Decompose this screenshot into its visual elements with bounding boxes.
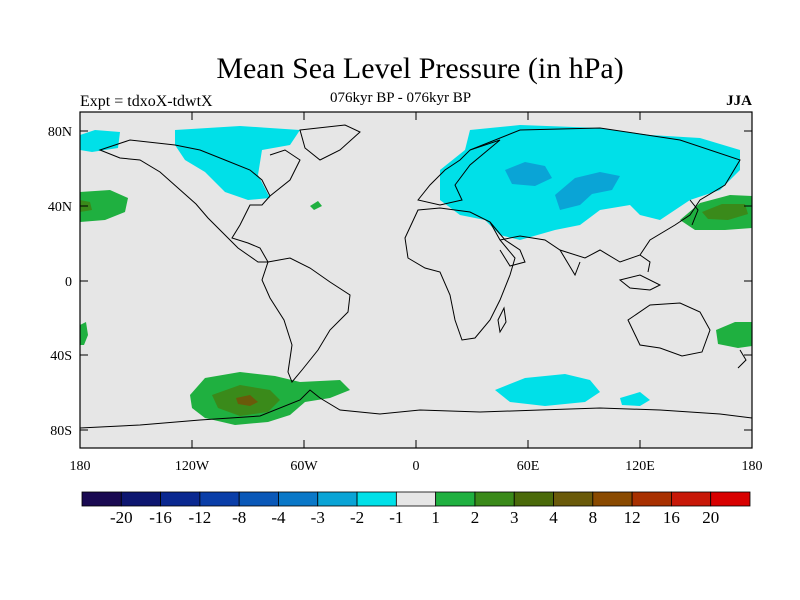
ytick-label: 80S: [50, 424, 72, 439]
colorbar-swatch: [474, 491, 515, 507]
tick-marks: [79, 112, 753, 448]
colorbar-swatch: [553, 491, 594, 507]
southern-ocean-small-low: [620, 392, 650, 406]
chart-title: Mean Sea Level Pressure (in hPa): [216, 52, 624, 85]
x-axis-labels: 180 120W 60W 0 60E 120E 180: [70, 459, 763, 474]
period-subtitle: 076kyr BP - 076kyr BP: [330, 90, 472, 106]
colorbar-swatch: [199, 491, 240, 507]
ytick-label: 40S: [50, 349, 72, 364]
colorbar-tick-label: 1: [431, 508, 440, 527]
colorbar-tick-label: 20: [702, 508, 719, 527]
colorbar-labels: -20 -16 -12 -8 -4 -3 -2 -1 1 2 3 4 8 12 16 20: [110, 508, 719, 527]
colorbar-swatch: [238, 491, 279, 507]
xtick-label: 180: [742, 459, 763, 474]
colorbar-swatch: [120, 491, 161, 507]
south-indian-low: [495, 374, 600, 406]
colorbar-tick-label: -12: [189, 508, 212, 527]
north-pacific-high-core-east: [702, 204, 748, 220]
colorbar-tick-label: 12: [624, 508, 641, 527]
colorbar-swatch: [592, 491, 633, 507]
colorbar-tick-label: -2: [350, 508, 364, 527]
colorbar-tick-label: 2: [471, 508, 480, 527]
south-pacific-high-west: [80, 322, 88, 345]
colorbar-tick-label: -16: [149, 508, 172, 527]
colorbar-tick-label: 3: [510, 508, 519, 527]
xtick-label: 0: [413, 459, 420, 474]
xtick-label: 60E: [517, 459, 540, 474]
north-pacific-high-west: [80, 190, 128, 222]
colorbar-swatch: [395, 491, 437, 507]
colorbar-swatch: [671, 491, 712, 507]
coastlines: [80, 124, 752, 429]
colorbar-swatch: [160, 491, 201, 507]
colorbar-tick-label: 8: [589, 508, 598, 527]
colorbar-tick-label: -1: [389, 508, 403, 527]
colorbar-swatch: [513, 491, 554, 507]
xtick-label: 60W: [290, 459, 318, 474]
colorbar-tick-label: 4: [549, 508, 558, 527]
y-axis-labels: 80N 40N 0 40S 80S: [48, 125, 72, 439]
colorbar-swatch: [278, 491, 319, 507]
colorbar-tick-label: -8: [232, 508, 246, 527]
xtick-label: 120E: [625, 459, 655, 474]
xtick-label: 180: [70, 459, 91, 474]
xtick-label: 120W: [175, 459, 210, 474]
ytick-label: 0: [65, 275, 72, 290]
siberia-low-core: [505, 162, 552, 186]
north-america-low: [175, 126, 300, 200]
colorbar-tick-label: -4: [271, 508, 286, 527]
southern-ocean-high-peak: [236, 395, 258, 406]
ytick-label: 40N: [48, 200, 72, 215]
colorbar-swatch: [356, 491, 397, 507]
colorbar-tick-label: -3: [311, 508, 325, 527]
colorbar-tick-label: 16: [663, 508, 680, 527]
atlantic-small-high: [310, 201, 322, 210]
season-label: JJA: [726, 93, 752, 109]
colorbar-swatch: [435, 491, 476, 507]
central-asia-low-core: [555, 172, 620, 210]
colorbar-tick-label: -20: [110, 508, 133, 527]
colorbar-swatch: [710, 491, 751, 507]
colorbar: [81, 491, 751, 507]
colorbar-swatch: [81, 491, 122, 507]
experiment-label: Expt = tdxoX-tdwtX: [80, 93, 213, 110]
colorbar-swatch: [631, 491, 672, 507]
pressure-anomaly-fields: [80, 124, 752, 429]
south-pacific-high-east: [716, 322, 752, 348]
ytick-label: 80N: [48, 125, 72, 140]
colorbar-swatch: [317, 491, 358, 507]
